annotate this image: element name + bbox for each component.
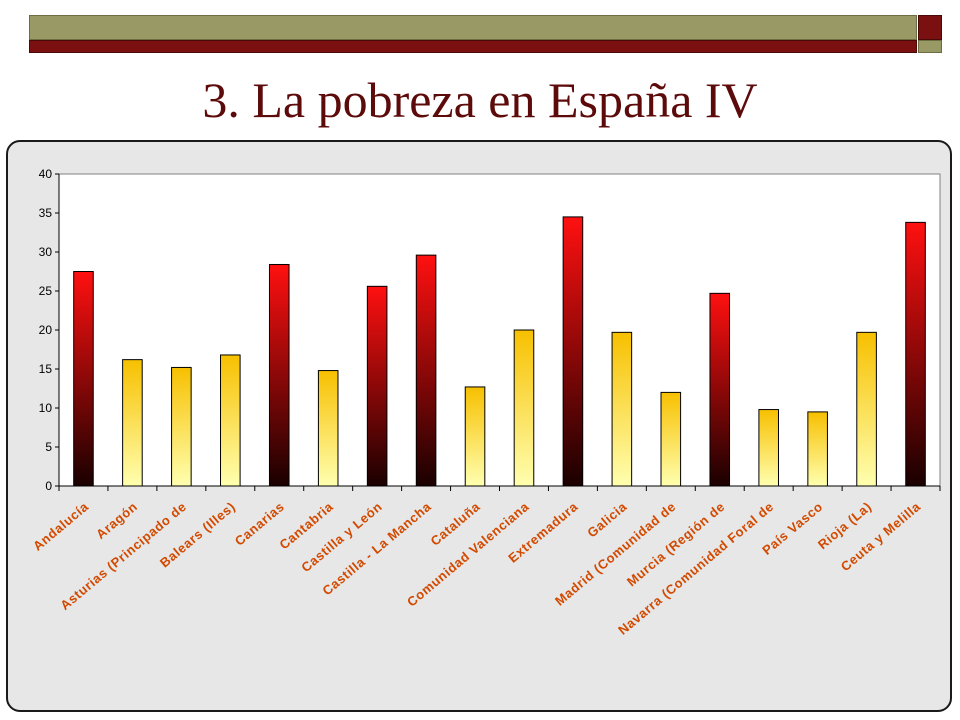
- bar: [709, 292, 731, 487]
- y-axis: 0 5 10 15 20 25 30 35 40: [39, 167, 60, 493]
- bars: [73, 216, 926, 487]
- plot-background: [58, 173, 941, 487]
- x-tick-label: Aragón: [93, 499, 140, 542]
- x-tick-label: Galicia: [584, 499, 630, 541]
- x-tick-label: Andalucía: [30, 499, 91, 554]
- y-tick-label: 5: [45, 440, 52, 454]
- bar: [122, 359, 143, 487]
- bar-chart: 0 5 10 15 20 25 30 35 40 Andalucía AragónAsturias…: [30, 167, 941, 638]
- bar: [905, 221, 926, 487]
- bar: [366, 285, 388, 487]
- y-tick-label: 0: [45, 479, 52, 493]
- bar: [464, 386, 486, 487]
- y-tick-label: 30: [39, 245, 53, 259]
- header-bar-red: [29, 40, 917, 53]
- chart-frame: 0 5 10 15 20 25 30 35 40 Andalucía Aragón Asturias…: [6, 140, 952, 712]
- header-bar-olive: [29, 15, 917, 40]
- bar: [415, 254, 437, 487]
- header-square-olive: [918, 40, 942, 53]
- y-tick-label: 20: [39, 323, 53, 337]
- y-tick-label: 40: [39, 167, 53, 181]
- bar: [317, 370, 339, 487]
- bar: [758, 409, 779, 487]
- y-tick-label: 25: [39, 284, 53, 298]
- x-tick-label: Castilla y León: [298, 499, 385, 575]
- bar: [611, 331, 633, 487]
- bar: [268, 263, 290, 487]
- bar: [513, 329, 535, 487]
- header-square-red: [918, 15, 942, 40]
- y-tick-label: 35: [39, 206, 53, 220]
- bar: [220, 354, 241, 487]
- slide-title: 3. La pobreza en España IV: [202, 72, 758, 128]
- y-tick-label: 15: [39, 362, 53, 376]
- plot-area: [58, 173, 941, 487]
- bar: [562, 216, 584, 487]
- bar: [807, 411, 828, 487]
- bar: [856, 331, 877, 487]
- bar: [660, 391, 682, 487]
- bar: [171, 366, 192, 487]
- bar: [73, 271, 94, 487]
- y-tick-label: 10: [39, 401, 53, 415]
